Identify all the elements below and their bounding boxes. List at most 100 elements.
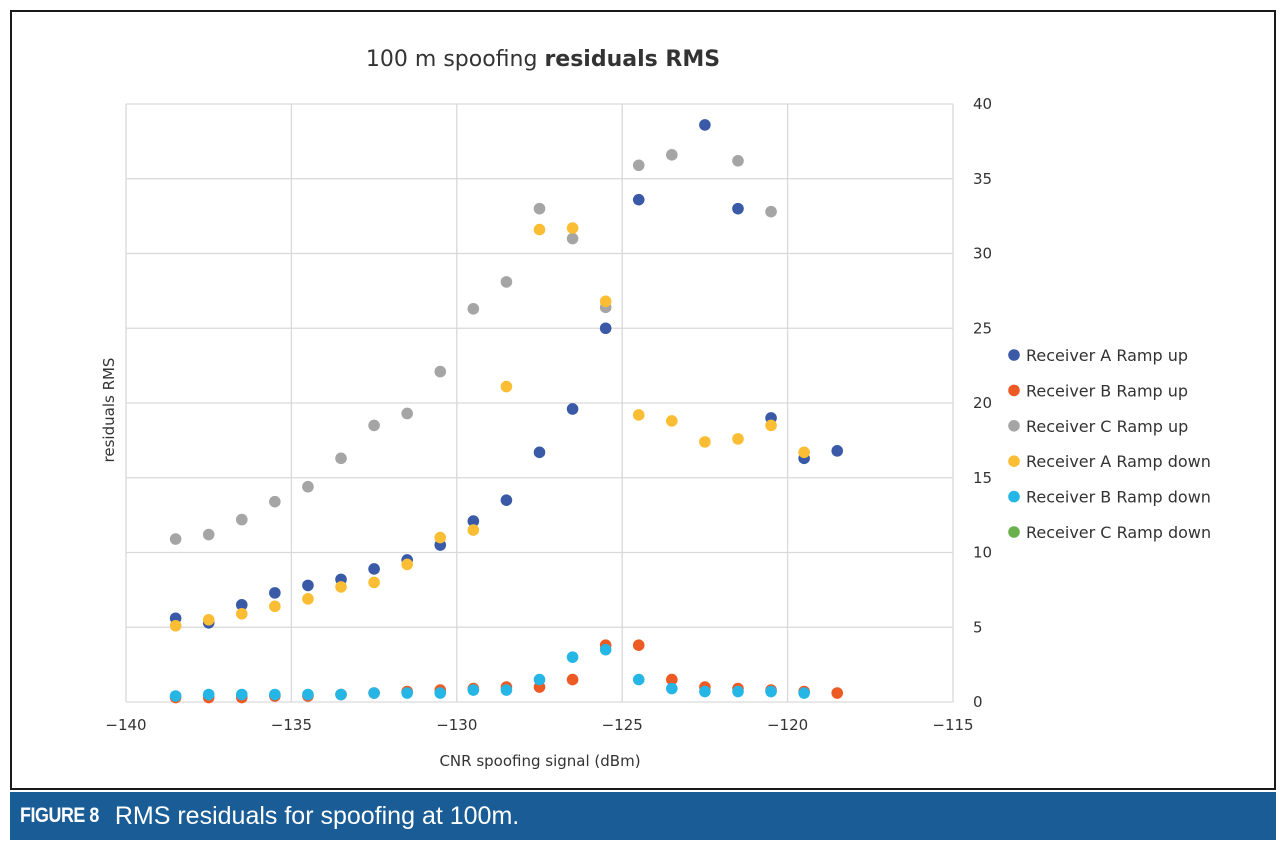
data-point: [269, 688, 281, 701]
legend-marker: [1008, 349, 1020, 361]
data-point: [235, 688, 248, 701]
data-point: [235, 599, 248, 611]
legend-label: Receiver A Ramp up: [1026, 346, 1188, 365]
legend-item: Receiver B Ramp down: [1008, 488, 1211, 507]
data-point: [699, 119, 711, 131]
data-point: [368, 687, 380, 699]
data-point: [533, 446, 546, 459]
data-point: [401, 687, 413, 699]
data-point: [169, 690, 182, 702]
data-point: [666, 682, 678, 695]
y-tick-label: 35: [973, 170, 992, 188]
data-point: [467, 524, 480, 536]
legend-marker: [1008, 455, 1020, 468]
data-point: [335, 452, 347, 465]
legend-label: Receiver A Ramp down: [1026, 452, 1211, 471]
y-tick-label: 40: [973, 95, 992, 113]
data-point: [467, 515, 480, 527]
data-point: [566, 673, 579, 686]
data-point: [765, 419, 777, 432]
data-point: [202, 688, 215, 701]
data-point: [368, 419, 380, 432]
x-tick-label: −120: [767, 716, 808, 734]
data-point: [269, 600, 281, 613]
data-point: [302, 688, 314, 701]
y-tick-label: 0: [973, 693, 983, 711]
data-point: [434, 687, 447, 699]
data-point: [500, 380, 513, 393]
scatter-chart: 100 m spoofing residuals RMS −140 −135 −13…: [100, 47, 1211, 770]
chart-title: 100 m spoofing residuals RMS: [366, 47, 720, 72]
legend-marker: [1008, 384, 1020, 397]
data-point: [533, 223, 546, 236]
y-axis-label: residuals RMS: [100, 358, 118, 463]
data-point: [235, 607, 248, 620]
x-tick-label: −130: [436, 716, 477, 734]
series-receiver-c-ramp-up: [169, 149, 777, 545]
x-tick-label: −135: [271, 716, 312, 734]
data-point: [765, 205, 777, 218]
data-point: [632, 409, 645, 421]
legend-item: Receiver C Ramp up: [1008, 417, 1188, 436]
legend-item: Receiver A Ramp down: [1008, 452, 1211, 471]
data-point: [732, 155, 744, 167]
legend-label: Receiver B Ramp down: [1026, 488, 1211, 507]
legend-marker: [1008, 420, 1020, 432]
data-point: [732, 433, 744, 445]
x-tick-label: −140: [105, 716, 146, 734]
data-point: [302, 480, 314, 493]
data-points: [169, 119, 844, 704]
x-tick-label: −125: [602, 716, 643, 734]
data-point: [699, 685, 711, 698]
y-tick-labels: 0 5 10 15 20 25 30 35 40: [973, 95, 992, 711]
data-point: [500, 276, 513, 288]
data-point: [467, 303, 480, 315]
data-point: [566, 222, 579, 234]
data-point: [632, 159, 645, 172]
data-point: [467, 684, 480, 696]
legend-item: Receiver B Ramp up: [1008, 381, 1188, 400]
data-point: [599, 295, 612, 308]
data-point: [235, 513, 248, 526]
y-tick-label: 20: [973, 394, 992, 412]
data-point: [732, 685, 744, 698]
data-point: [632, 639, 645, 651]
figure-caption-bar: FIGURE 8 RMS residuals for spoofing at 1…: [10, 792, 1276, 840]
legend: Receiver A Ramp up Receiver B Ramp up Rece…: [1008, 346, 1211, 542]
data-point: [302, 593, 314, 605]
data-point: [831, 687, 844, 699]
y-tick-label: 30: [973, 245, 992, 263]
y-tick-label: 10: [973, 544, 992, 562]
data-point: [765, 685, 777, 698]
data-point: [599, 322, 612, 335]
figure-label: FIGURE 8: [20, 804, 99, 827]
data-point: [533, 673, 546, 686]
data-point: [335, 581, 347, 593]
data-point: [434, 531, 447, 544]
data-point: [566, 651, 579, 663]
data-point: [202, 528, 215, 541]
x-tick-label: −115: [932, 716, 973, 734]
data-point: [599, 643, 612, 656]
figure-frame: [10, 10, 1276, 790]
data-point: [401, 558, 413, 571]
figure-caption: RMS residuals for spoofing at 100m.: [114, 801, 520, 830]
data-point: [632, 673, 645, 686]
data-point: [269, 587, 281, 599]
data-point: [566, 232, 579, 245]
data-point: [368, 563, 380, 575]
x-tick-labels: −140 −135 −130 −125 −120 −115: [105, 716, 973, 734]
legend-item: Receiver A Ramp up: [1008, 346, 1188, 365]
data-point: [202, 613, 215, 626]
legend-marker: [1008, 526, 1020, 538]
legend-marker: [1008, 490, 1020, 503]
data-point: [401, 407, 413, 420]
data-point: [666, 149, 678, 161]
data-point: [798, 446, 810, 459]
data-point: [500, 684, 513, 696]
data-point: [368, 576, 380, 589]
data-point: [533, 202, 546, 215]
data-point: [169, 619, 182, 632]
y-tick-label: 15: [973, 469, 992, 487]
data-point: [632, 193, 645, 206]
